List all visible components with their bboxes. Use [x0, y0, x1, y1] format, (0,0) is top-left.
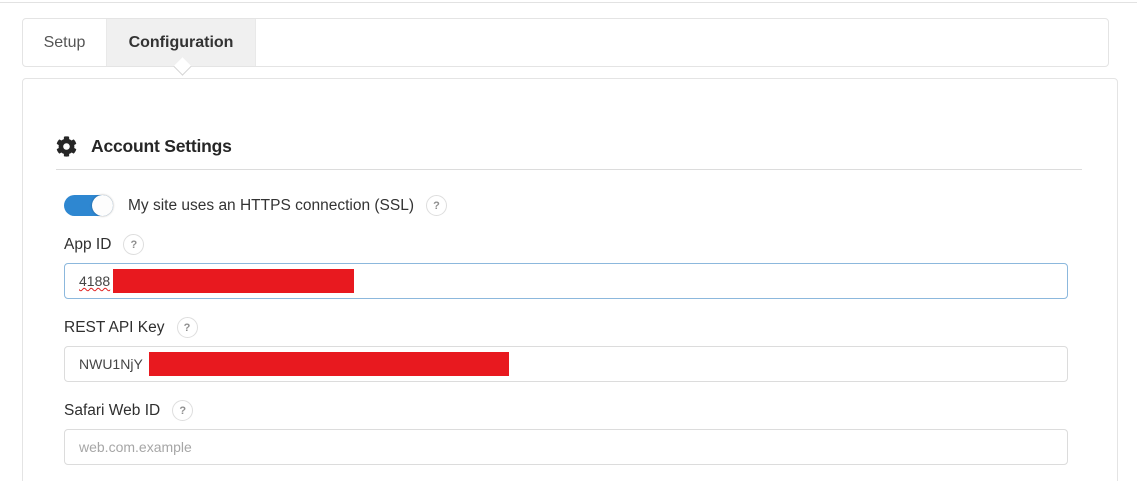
help-icon[interactable]: ?: [123, 234, 145, 255]
rest-api-key-label: REST API Key: [64, 318, 165, 336]
tab-bar: Setup Configuration: [22, 18, 1109, 76]
tab-configuration-label: Configuration: [128, 33, 234, 51]
rest-api-key-input[interactable]: NWU1NjY: [64, 346, 1068, 382]
https-toggle-label: My site uses an HTTPS connection (SSL): [128, 196, 415, 214]
safari-web-id-label-row: Safari Web ID ?: [64, 400, 1082, 421]
safari-web-id-input[interactable]: [64, 429, 1068, 465]
https-toggle-row: My site uses an HTTPS connection (SSL) ?: [64, 195, 1082, 216]
help-icon[interactable]: ?: [176, 317, 198, 338]
rest-api-key-value: NWU1NjY: [79, 356, 143, 372]
section-title: Account Settings: [91, 136, 232, 156]
section-divider: [56, 169, 1082, 170]
app-id-value: 4188: [79, 273, 111, 289]
app-id-label: App ID: [64, 235, 112, 253]
help-icon[interactable]: ?: [172, 400, 194, 421]
https-ssl-toggle[interactable]: [64, 195, 113, 216]
app-id-label-row: App ID ?: [64, 234, 1082, 255]
toggle-knob: [92, 195, 113, 216]
app-id-input[interactable]: 4188: [64, 263, 1068, 299]
tab-setup[interactable]: Setup: [23, 19, 106, 66]
configuration-panel: Account Settings My site uses an HTTPS c…: [22, 78, 1118, 481]
redaction-block: [148, 352, 509, 376]
rest-api-key-label-row: REST API Key ?: [64, 317, 1082, 338]
tab-setup-label: Setup: [43, 33, 86, 51]
page-top-divider: [0, 2, 1137, 3]
redaction-block: [113, 269, 355, 293]
safari-web-id-label: Safari Web ID: [64, 401, 161, 419]
section-header: Account Settings: [56, 136, 1082, 157]
gear-icon: [56, 136, 77, 157]
help-icon[interactable]: ?: [426, 195, 448, 216]
